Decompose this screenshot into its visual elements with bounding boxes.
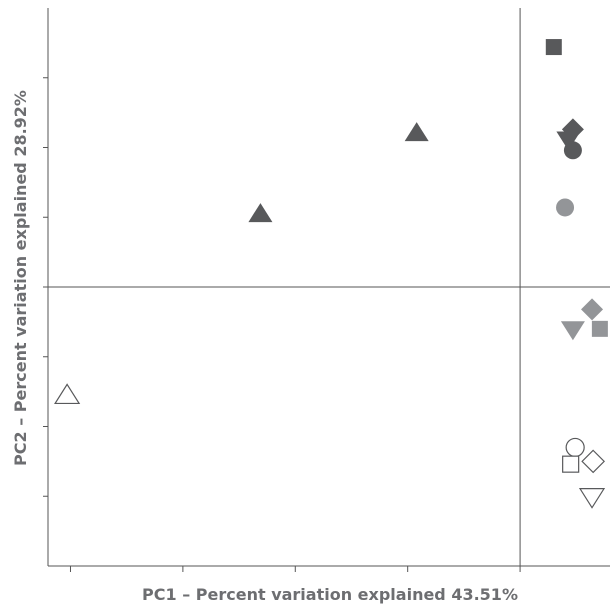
point-mid-diamond: [581, 298, 604, 321]
point-dark-triangle-up: [248, 203, 273, 223]
axes: [43, 8, 610, 572]
point-open-triangle-down: [578, 488, 606, 509]
y-axis-title: PC2 – Percent variation explained 28.92%: [11, 90, 30, 466]
point-open-circle: [565, 437, 585, 458]
point-dark-triangle-up: [404, 122, 429, 142]
point-open-square: [562, 455, 580, 473]
point-dark-square: [545, 39, 562, 56]
point-mid-square: [591, 320, 608, 337]
point-open-triangle-up: [54, 383, 81, 405]
point-dark-triangle-down: [556, 131, 581, 151]
point-mid-triangle-down: [560, 321, 585, 341]
x-axis-title: PC1 – Percent variation explained 43.51%: [142, 585, 518, 604]
point-mid-circle: [556, 198, 575, 217]
data-points: [54, 39, 608, 509]
point-open-diamond: [581, 449, 605, 474]
crosshair-lines: [48, 8, 610, 566]
point-dark-circle: [563, 141, 582, 160]
